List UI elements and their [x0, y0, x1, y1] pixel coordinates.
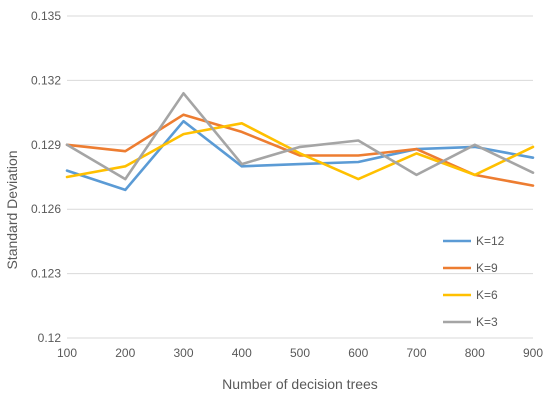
y-tick-label: 0.135 — [31, 9, 61, 23]
x-tick-label: 800 — [465, 346, 485, 360]
y-tick-label: 0.123 — [31, 267, 61, 281]
series-line-k-9 — [65, 113, 535, 187]
y-tick-label: 0.126 — [31, 202, 61, 216]
x-tick-label: 300 — [173, 346, 193, 360]
x-tick-label: 700 — [406, 346, 426, 360]
grid — [67, 15, 533, 339]
series-lines — [65, 92, 535, 192]
y-tick-label: 0.129 — [31, 138, 61, 152]
y-tick-label: 0.132 — [31, 73, 61, 87]
series-line-k-6 — [65, 122, 535, 181]
legend-label: K=12 — [476, 234, 505, 248]
x-tick-label: 900 — [523, 346, 543, 360]
legend-label: K=6 — [476, 288, 498, 302]
x-tick-label: 100 — [57, 346, 77, 360]
y-tick-label: 0.12 — [38, 331, 62, 345]
x-tick-label: 200 — [115, 346, 135, 360]
legend-label: K=9 — [476, 261, 498, 275]
x-tick-labels: 100 200 300 400 500 600 700 800 900 — [57, 346, 543, 360]
x-tick-label: 500 — [290, 346, 310, 360]
x-tick-label: 400 — [232, 346, 252, 360]
legend: K=12 K=9 K=6 K=3 — [443, 234, 505, 329]
y-axis-title: Standard Deviation — [4, 150, 20, 269]
series-line-k-12 — [65, 119, 535, 192]
y-tick-labels: 0.12 0.123 0.126 0.129 0.132 0.135 — [31, 9, 61, 345]
x-axis-title: Number of decision trees — [222, 376, 378, 392]
series-line-k-3 — [65, 92, 535, 181]
legend-label: K=3 — [476, 315, 498, 329]
x-tick-label: 600 — [348, 346, 368, 360]
